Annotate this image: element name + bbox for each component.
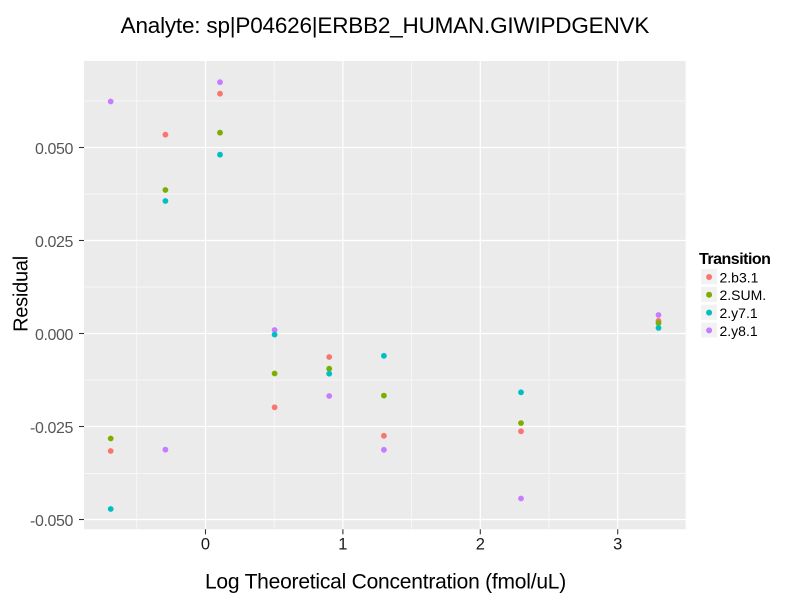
svg-text:Analyte: sp|P04626|ERBB2_HUMAN: Analyte: sp|P04626|ERBB2_HUMAN.GIWIPDGEN… [121,13,650,38]
svg-text:2: 2 [476,535,485,553]
svg-text:0.050: 0.050 [35,141,74,158]
svg-text:-0.025: -0.025 [30,420,73,437]
svg-text:1: 1 [338,535,347,553]
svg-text:2.y7.1: 2.y7.1 [720,305,758,321]
svg-text:3: 3 [613,535,622,553]
svg-text:Residual: Residual [11,256,33,332]
svg-text:Transition: Transition [699,251,770,268]
svg-text:0: 0 [201,535,210,553]
svg-text:2.SUM.: 2.SUM. [720,287,767,303]
svg-text:Log Theoretical Concentration: Log Theoretical Concentration (fmol/uL) [205,571,566,594]
svg-text:2.y8.1: 2.y8.1 [720,323,758,339]
svg-text:-0.050: -0.050 [30,513,73,530]
svg-text:0.000: 0.000 [35,327,74,344]
svg-text:2.b3.1: 2.b3.1 [720,269,759,285]
svg-text:0.025: 0.025 [35,234,74,251]
